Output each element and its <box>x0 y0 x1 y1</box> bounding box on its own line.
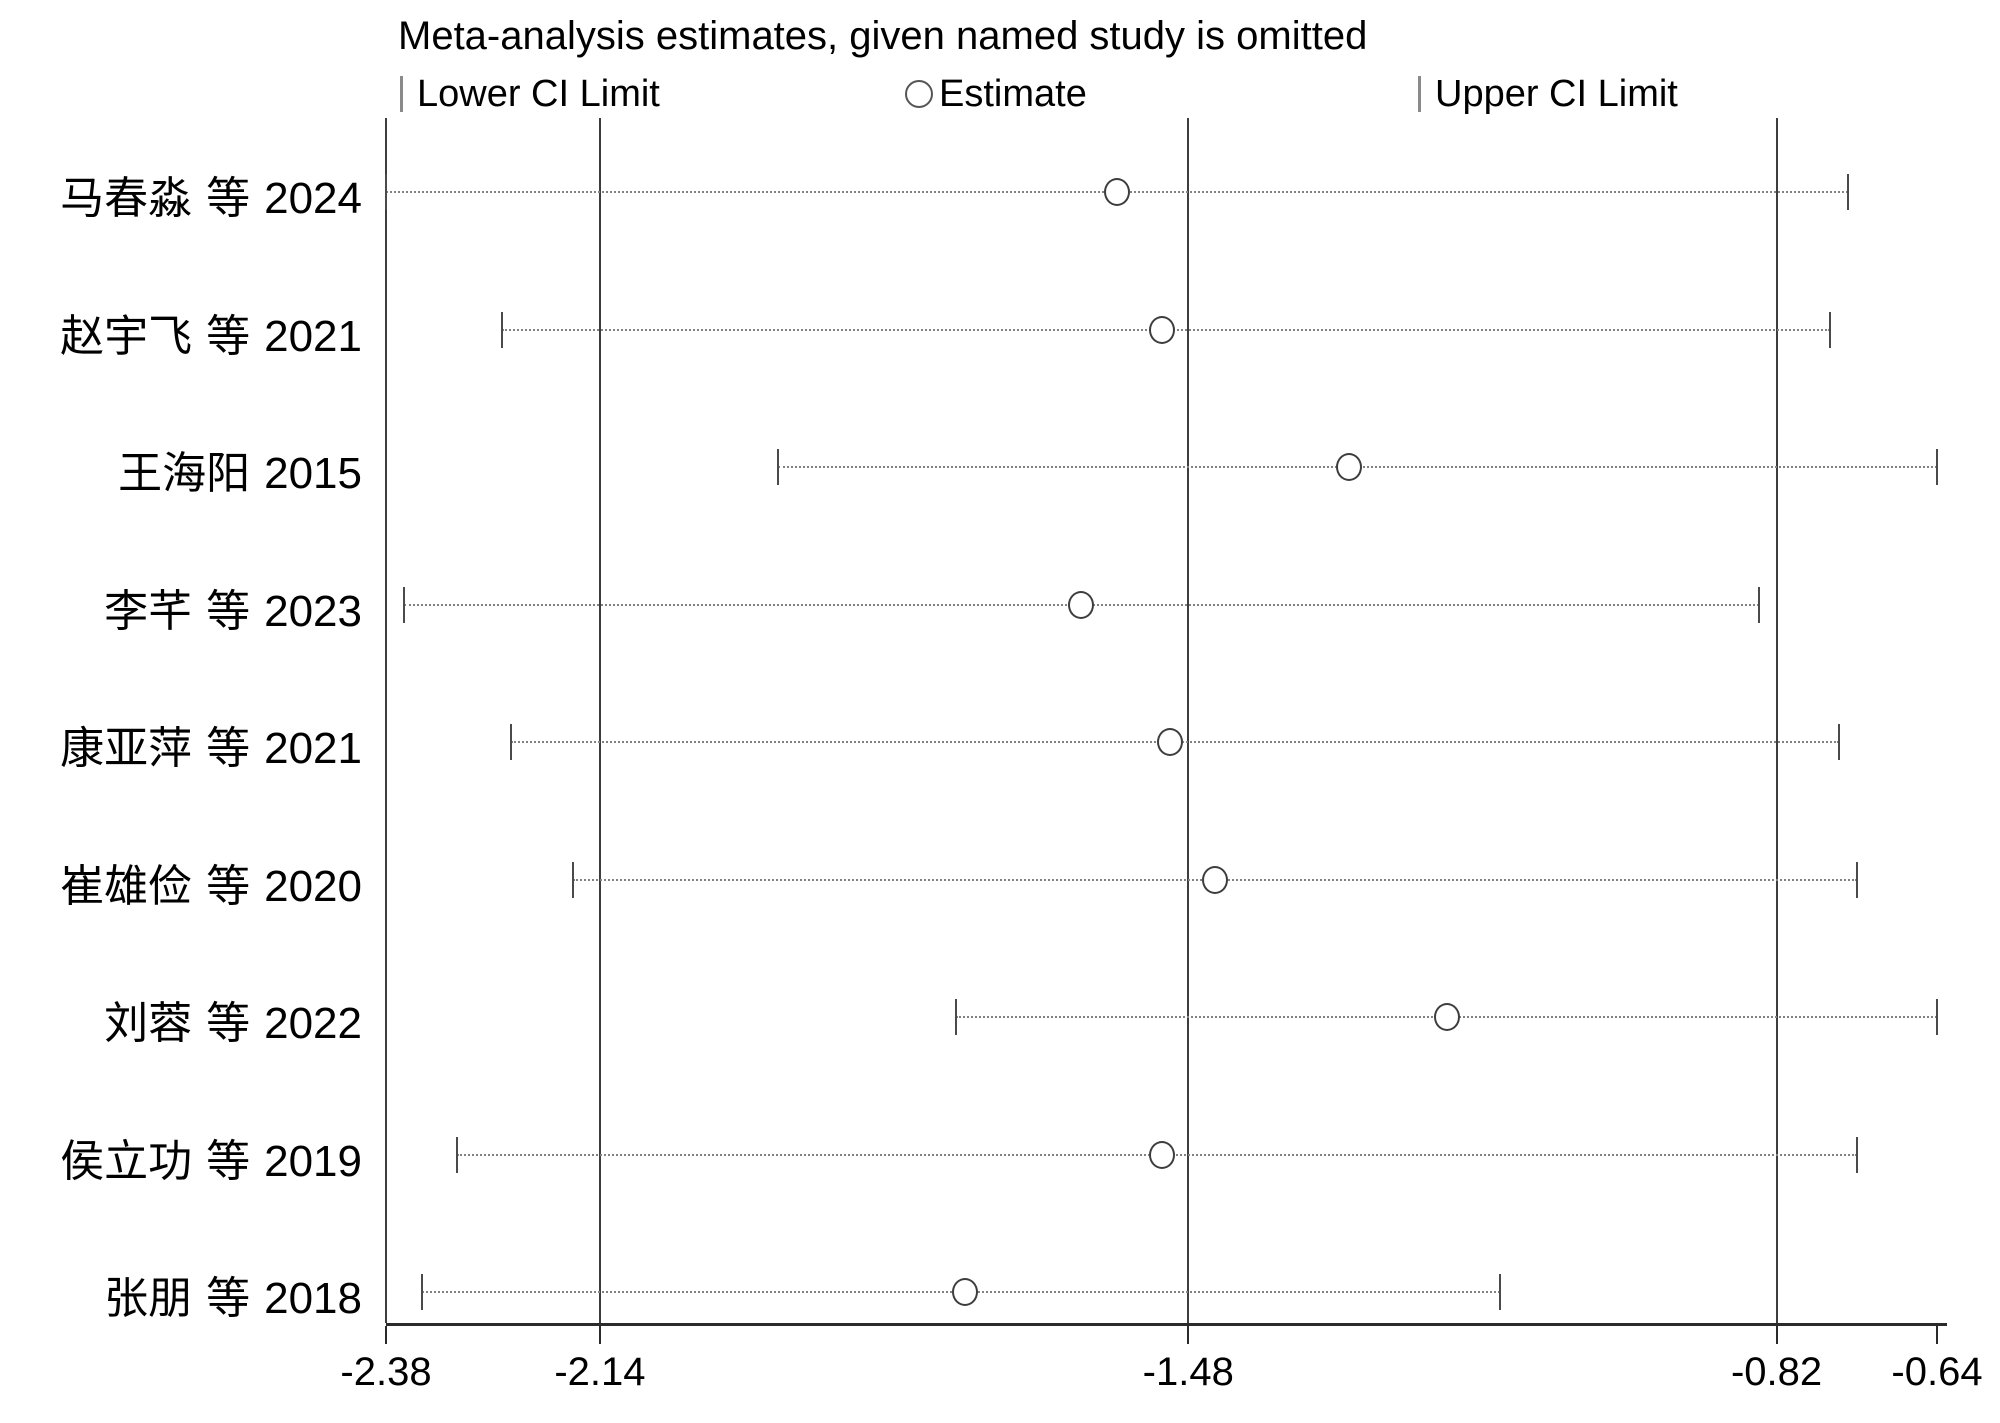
study-name: 马春淼 等 <box>60 173 265 224</box>
estimate-marker <box>1157 728 1184 756</box>
study-year: 2021 <box>264 724 362 773</box>
upper-ci-tick-icon <box>1418 76 1421 112</box>
study-label: 崔雄俭 等 2020 <box>0 850 362 914</box>
study-year: 2023 <box>264 586 362 636</box>
study-name: 赵宇飞 等 <box>60 310 265 362</box>
upper-ci-tick <box>1837 724 1840 760</box>
study-label: 康亚萍 等 2021 <box>0 712 362 776</box>
x-axis-tick <box>1187 1326 1190 1344</box>
study-name: 王海阳 <box>118 448 265 499</box>
lower-ci-tick <box>572 861 575 898</box>
x-axis-line <box>386 1323 1947 1326</box>
estimate-marker <box>1201 865 1228 894</box>
x-axis-tick-label: -0.64 <box>1891 1350 1983 1394</box>
study-name: 张朋 等 <box>104 1273 265 1324</box>
estimate-marker <box>1433 1003 1460 1031</box>
chart-title: Meta-analysis estimates, given named stu… <box>398 14 1368 58</box>
study-label: 马春淼 等 2024 <box>0 162 362 226</box>
reference-line--0.82 <box>1775 118 1778 1323</box>
legend-lower-label: Lower CI Limit <box>417 72 660 115</box>
lower-ci-tick <box>385 174 387 210</box>
lower-ci-tick <box>500 311 503 348</box>
x-axis-tick <box>1936 1326 1938 1344</box>
lower-ci-tick <box>955 999 958 1035</box>
lower-ci-tick <box>420 1274 423 1310</box>
legend-upper-label: Upper CI Limit <box>1435 72 1678 115</box>
study-name: 康亚萍 等 <box>60 723 265 774</box>
study-year: 2015 <box>264 449 362 498</box>
lower-ci-tick-icon <box>400 76 403 112</box>
legend-item-estimate: Estimate <box>905 70 1087 118</box>
upper-ci-tick <box>1499 1274 1502 1310</box>
upper-ci-tick <box>1829 311 1832 348</box>
upper-ci-tick <box>1936 999 1938 1035</box>
study-label: 刘蓉 等 2022 <box>0 987 362 1051</box>
x-axis-tick-label: -2.14 <box>554 1350 646 1394</box>
reference-line--2.14 <box>598 118 601 1323</box>
upper-ci-tick <box>1855 1136 1858 1173</box>
study-year: 2022 <box>264 999 362 1048</box>
estimate-marker <box>952 1278 979 1306</box>
study-name: 李芊 等 <box>104 585 265 637</box>
study-year: 2020 <box>264 861 362 911</box>
lower-ci-tick <box>777 449 780 485</box>
x-axis-tick <box>1775 1326 1778 1344</box>
reference-line--2.38 <box>385 118 387 1323</box>
estimate-marker <box>1148 1140 1175 1169</box>
study-name: 崔雄俭 等 <box>60 860 265 912</box>
study-label: 侯立功 等 2019 <box>0 1125 362 1189</box>
study-label: 张朋 等 2018 <box>0 1262 362 1326</box>
x-axis-tick <box>598 1326 601 1344</box>
study-label: 王海阳 2015 <box>0 437 362 501</box>
study-year: 2024 <box>264 174 362 223</box>
study-name: 刘蓉 等 <box>104 998 265 1049</box>
legend-item-upper-ci: Upper CI Limit <box>1418 70 1678 118</box>
plot-area <box>385 118 1938 1323</box>
estimate-marker <box>1068 590 1095 619</box>
study-label: 李芊 等 2023 <box>0 575 362 639</box>
x-axis-tick <box>385 1326 387 1344</box>
legend: Lower CI Limit Estimate Upper CI Limit <box>0 70 2000 118</box>
study-year: 2021 <box>264 311 362 361</box>
upper-ci-tick <box>1846 174 1849 210</box>
lower-ci-tick <box>402 586 405 623</box>
lower-ci-tick <box>509 724 512 760</box>
x-axis-tick-label: -1.48 <box>1142 1350 1234 1394</box>
upper-ci-tick <box>1757 586 1760 623</box>
legend-item-lower-ci: Lower CI Limit <box>400 70 660 118</box>
x-axis-tick-label: -0.82 <box>1730 1350 1823 1394</box>
upper-ci-tick <box>1855 861 1858 898</box>
estimate-marker <box>1103 178 1130 206</box>
upper-ci-tick <box>1936 449 1938 485</box>
study-year: 2019 <box>264 1136 362 1186</box>
lower-ci-tick <box>456 1136 459 1173</box>
estimate-marker <box>1148 315 1175 344</box>
estimate-circle-icon <box>905 80 933 108</box>
estimate-marker <box>1335 453 1362 481</box>
x-axis-tick-label: -2.38 <box>340 1350 432 1394</box>
legend-estimate-label: Estimate <box>939 72 1087 115</box>
study-year: 2018 <box>264 1274 362 1323</box>
reference-line--1.48 <box>1187 118 1190 1323</box>
study-label: 赵宇飞 等 2021 <box>0 300 362 364</box>
study-name: 侯立功 等 <box>60 1135 265 1187</box>
